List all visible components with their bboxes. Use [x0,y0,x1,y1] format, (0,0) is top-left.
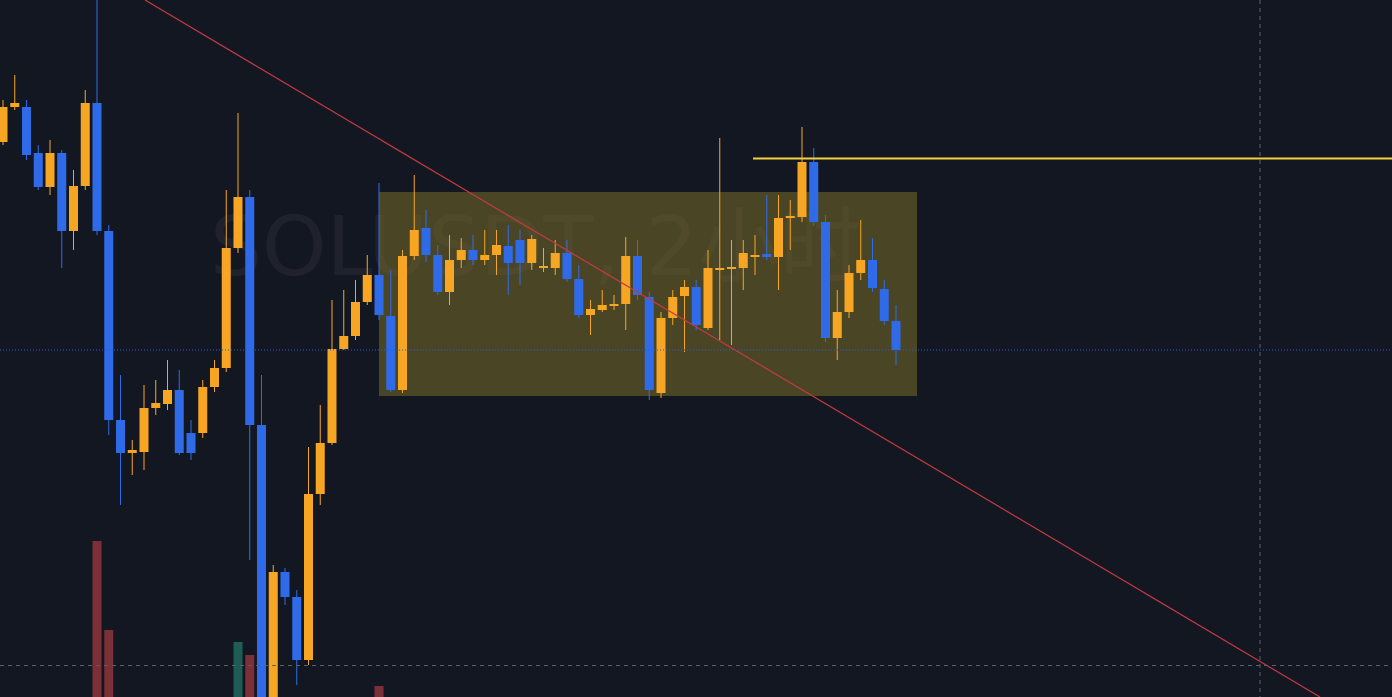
candle-body [797,162,807,217]
candle-body [57,153,67,231]
candle-body [879,289,889,321]
volume-bar [104,630,114,697]
candle-body [163,390,172,404]
volume-bar [233,642,243,697]
candle-body [832,312,842,338]
candle-body [750,255,760,257]
candle-body [292,597,302,660]
candle-body [374,275,384,315]
candle-body [327,349,337,443]
candle-body [468,250,478,260]
candle-body [351,302,360,336]
candle-body [69,186,78,231]
candle-body [257,425,266,697]
volume-bar [92,541,102,697]
candle-body [409,230,419,256]
candle-body [562,253,572,279]
candle-body [492,245,501,255]
candle-body [0,107,8,142]
candle-body [656,318,666,393]
candle-body [586,309,595,315]
candle-body [597,305,607,310]
candle-body [233,197,243,248]
candle-body [480,255,490,260]
candle-body [727,267,736,269]
candle-body [691,287,701,325]
candle-body [33,153,43,187]
candle-body [868,260,877,288]
candle-body [856,260,866,273]
candle-body [574,279,584,315]
candle-body [398,256,407,390]
candle-body [151,403,161,408]
candle-body [550,253,560,268]
candle-body [680,287,689,296]
candle-body [421,228,431,255]
candle-body [633,256,642,295]
candle-body [668,297,678,318]
candle-body [503,246,513,263]
candle-body [127,450,137,453]
candle-body [785,216,795,218]
candle-body [738,253,748,268]
candle-body [762,254,772,257]
candle-body [268,572,278,697]
candle-body [703,268,713,328]
candle-body [445,260,454,292]
candle-body [210,368,219,387]
candle-body [245,197,255,425]
volume-bar [374,686,384,697]
candle-body [221,248,231,368]
candle-body [80,103,90,186]
candle-body [515,240,525,263]
trend-line [144,0,1321,697]
candle-body [92,103,102,231]
candle-body [715,268,725,270]
candle-body [844,273,854,312]
candle-body [433,255,443,292]
candle-body [821,222,830,338]
candle-body [10,103,20,107]
candle-body [116,420,125,453]
candle-body [621,256,631,304]
candle-body [174,390,184,453]
marks [0,0,901,697]
candle-body [186,433,196,453]
candle-body [362,275,372,302]
candle-body [22,107,31,155]
candle-body [104,231,114,420]
candle-body [45,153,55,187]
candle-body [280,572,290,597]
candle-body [609,304,619,306]
candle-body [809,162,819,222]
candle-body [527,239,537,263]
candle-body [139,408,149,452]
candle-body [386,316,396,390]
volume-bar [245,655,255,697]
candle-body [315,443,325,494]
candle-body [644,297,654,390]
candle-body [891,321,901,350]
candle-body [539,266,548,268]
candle-body [456,250,466,260]
candle-body [774,218,783,257]
candle-body [304,494,313,660]
candle-body [198,387,208,433]
candle-body [339,336,349,349]
